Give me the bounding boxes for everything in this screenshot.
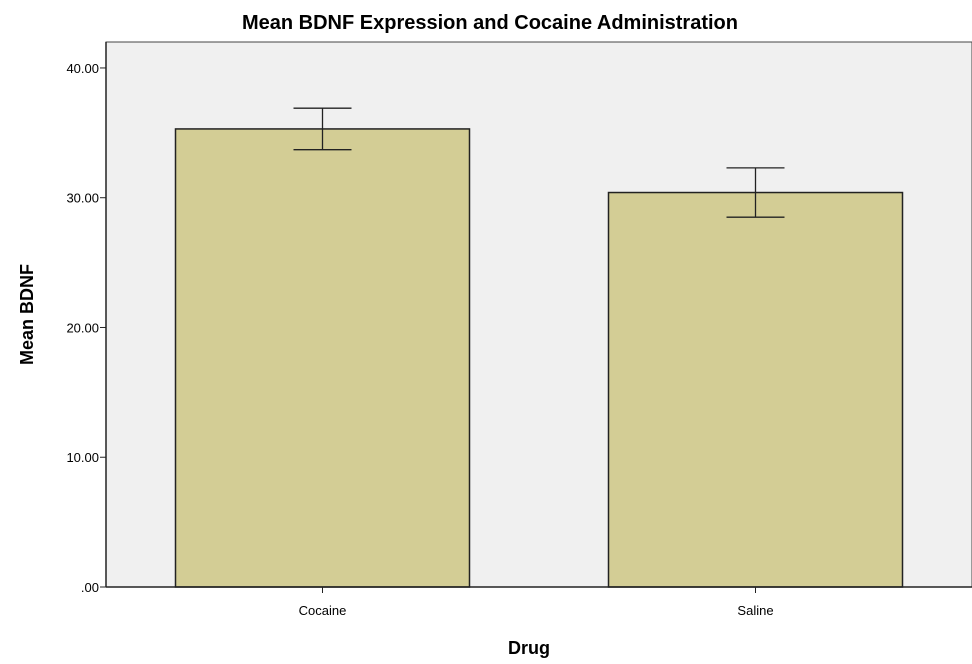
bar-saline [607, 191, 904, 588]
y-tick-label: .00 [81, 580, 99, 595]
error-bars-layer [293, 107, 785, 218]
y-tick-label: 40.00 [66, 61, 99, 76]
y-axis-label: Mean BDNF [17, 264, 37, 365]
y-tick-label: 30.00 [66, 191, 99, 206]
x-axis-label: Drug [508, 638, 550, 658]
chart-title: Mean BDNF Expression and Cocaine Adminis… [242, 12, 738, 34]
error-bar-cocaine [293, 107, 352, 151]
x-tick-label: Cocaine [299, 603, 347, 618]
y-tick-label: 10.00 [66, 450, 99, 465]
x-ticks: Cocaine Saline [299, 587, 774, 618]
bar-cocaine [174, 128, 471, 588]
error-bar-saline [726, 167, 785, 218]
y-ticks: .00 10.00 20.00 30.00 40.00 [66, 61, 106, 595]
x-tick-label: Saline [737, 603, 773, 618]
y-tick-label: 20.00 [66, 320, 99, 335]
